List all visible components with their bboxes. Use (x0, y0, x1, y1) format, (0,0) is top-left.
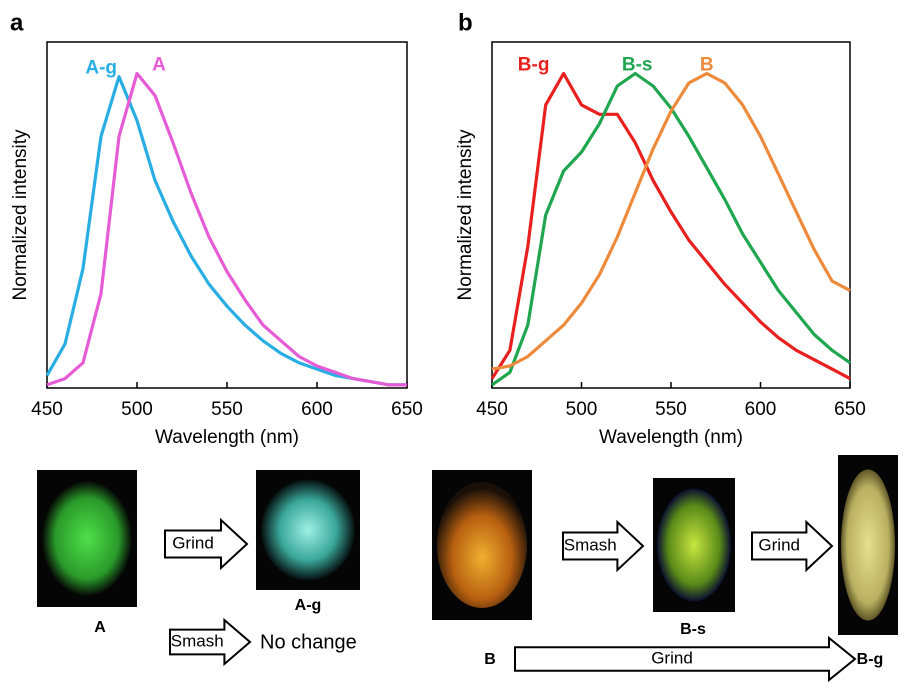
photo-label: B-s (680, 621, 706, 638)
photo-label: B (484, 651, 496, 668)
photo-sample (42, 480, 132, 597)
arrow (562, 519, 645, 573)
arrow-label: Grind (172, 533, 214, 552)
series-line (490, 71, 851, 381)
arrow (164, 517, 249, 571)
series-line (491, 71, 851, 387)
series-label: B (700, 54, 714, 75)
panel-label: a (10, 9, 24, 36)
series-label: A (152, 54, 166, 75)
arrow-label: Grind (758, 535, 800, 554)
y-axis-label: Normalized intensity (10, 129, 31, 301)
photo-sample (657, 488, 731, 602)
x-tick-label: 500 (566, 399, 598, 420)
x-tick-label: 550 (211, 399, 243, 420)
note: No change (260, 631, 357, 653)
series-line (45, 75, 407, 387)
plot-frame (46, 41, 408, 389)
series-label: B-g (518, 54, 550, 75)
y-axis-label: Normalized intensity (455, 129, 476, 301)
arrow-label: Smash (564, 535, 617, 554)
x-tick-label: 650 (391, 399, 423, 420)
x-tick-label: 500 (121, 399, 153, 420)
photo-label: A (94, 619, 106, 636)
photo-label: B-g (857, 651, 884, 668)
x-axis-label: Wavelength (nm) (599, 427, 743, 448)
series-label: A-g (85, 58, 117, 79)
x-tick-label: 650 (834, 399, 866, 420)
x-tick-label: 600 (745, 399, 777, 420)
arrow (169, 617, 252, 667)
x-tick-label: 600 (301, 399, 333, 420)
x-tick-label: 450 (476, 399, 508, 420)
photo-sample (437, 482, 527, 608)
photo-sample (841, 469, 895, 621)
series-line (46, 71, 407, 387)
photo-sample (261, 479, 355, 581)
x-tick-label: 550 (655, 399, 687, 420)
photo-label: A-g (295, 597, 322, 614)
series-label: B-s (622, 54, 653, 75)
arrow-label: Grind (651, 648, 693, 667)
arrow (751, 519, 834, 573)
panel-label: b (458, 9, 473, 36)
x-tick-label: 450 (31, 399, 63, 420)
series-line (491, 71, 851, 371)
arrow (514, 635, 857, 683)
x-axis-label: Wavelength (nm) (155, 427, 299, 448)
arrow-label: Smash (171, 631, 224, 650)
